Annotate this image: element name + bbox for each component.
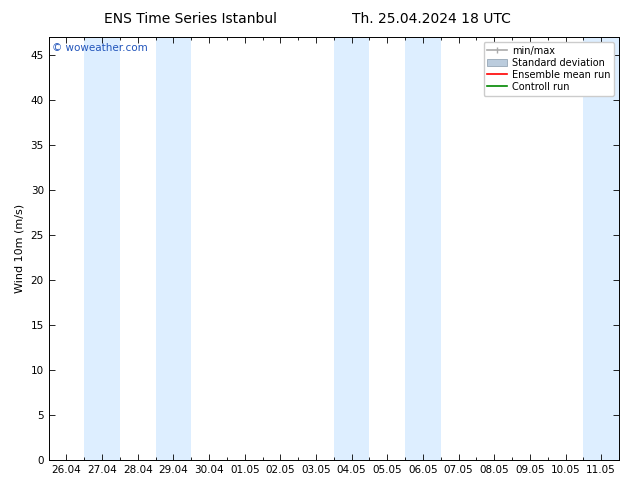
Bar — [583, 37, 619, 460]
Y-axis label: Wind 10m (m/s): Wind 10m (m/s) — [15, 204, 25, 293]
Text: © woweather.com: © woweather.com — [51, 44, 147, 53]
Text: Th. 25.04.2024 18 UTC: Th. 25.04.2024 18 UTC — [352, 12, 510, 26]
Text: ENS Time Series Istanbul: ENS Time Series Istanbul — [104, 12, 276, 26]
Bar — [405, 37, 441, 460]
Bar — [155, 37, 191, 460]
Legend: min/max, Standard deviation, Ensemble mean run, Controll run: min/max, Standard deviation, Ensemble me… — [484, 42, 614, 96]
Bar — [84, 37, 120, 460]
Bar — [334, 37, 370, 460]
